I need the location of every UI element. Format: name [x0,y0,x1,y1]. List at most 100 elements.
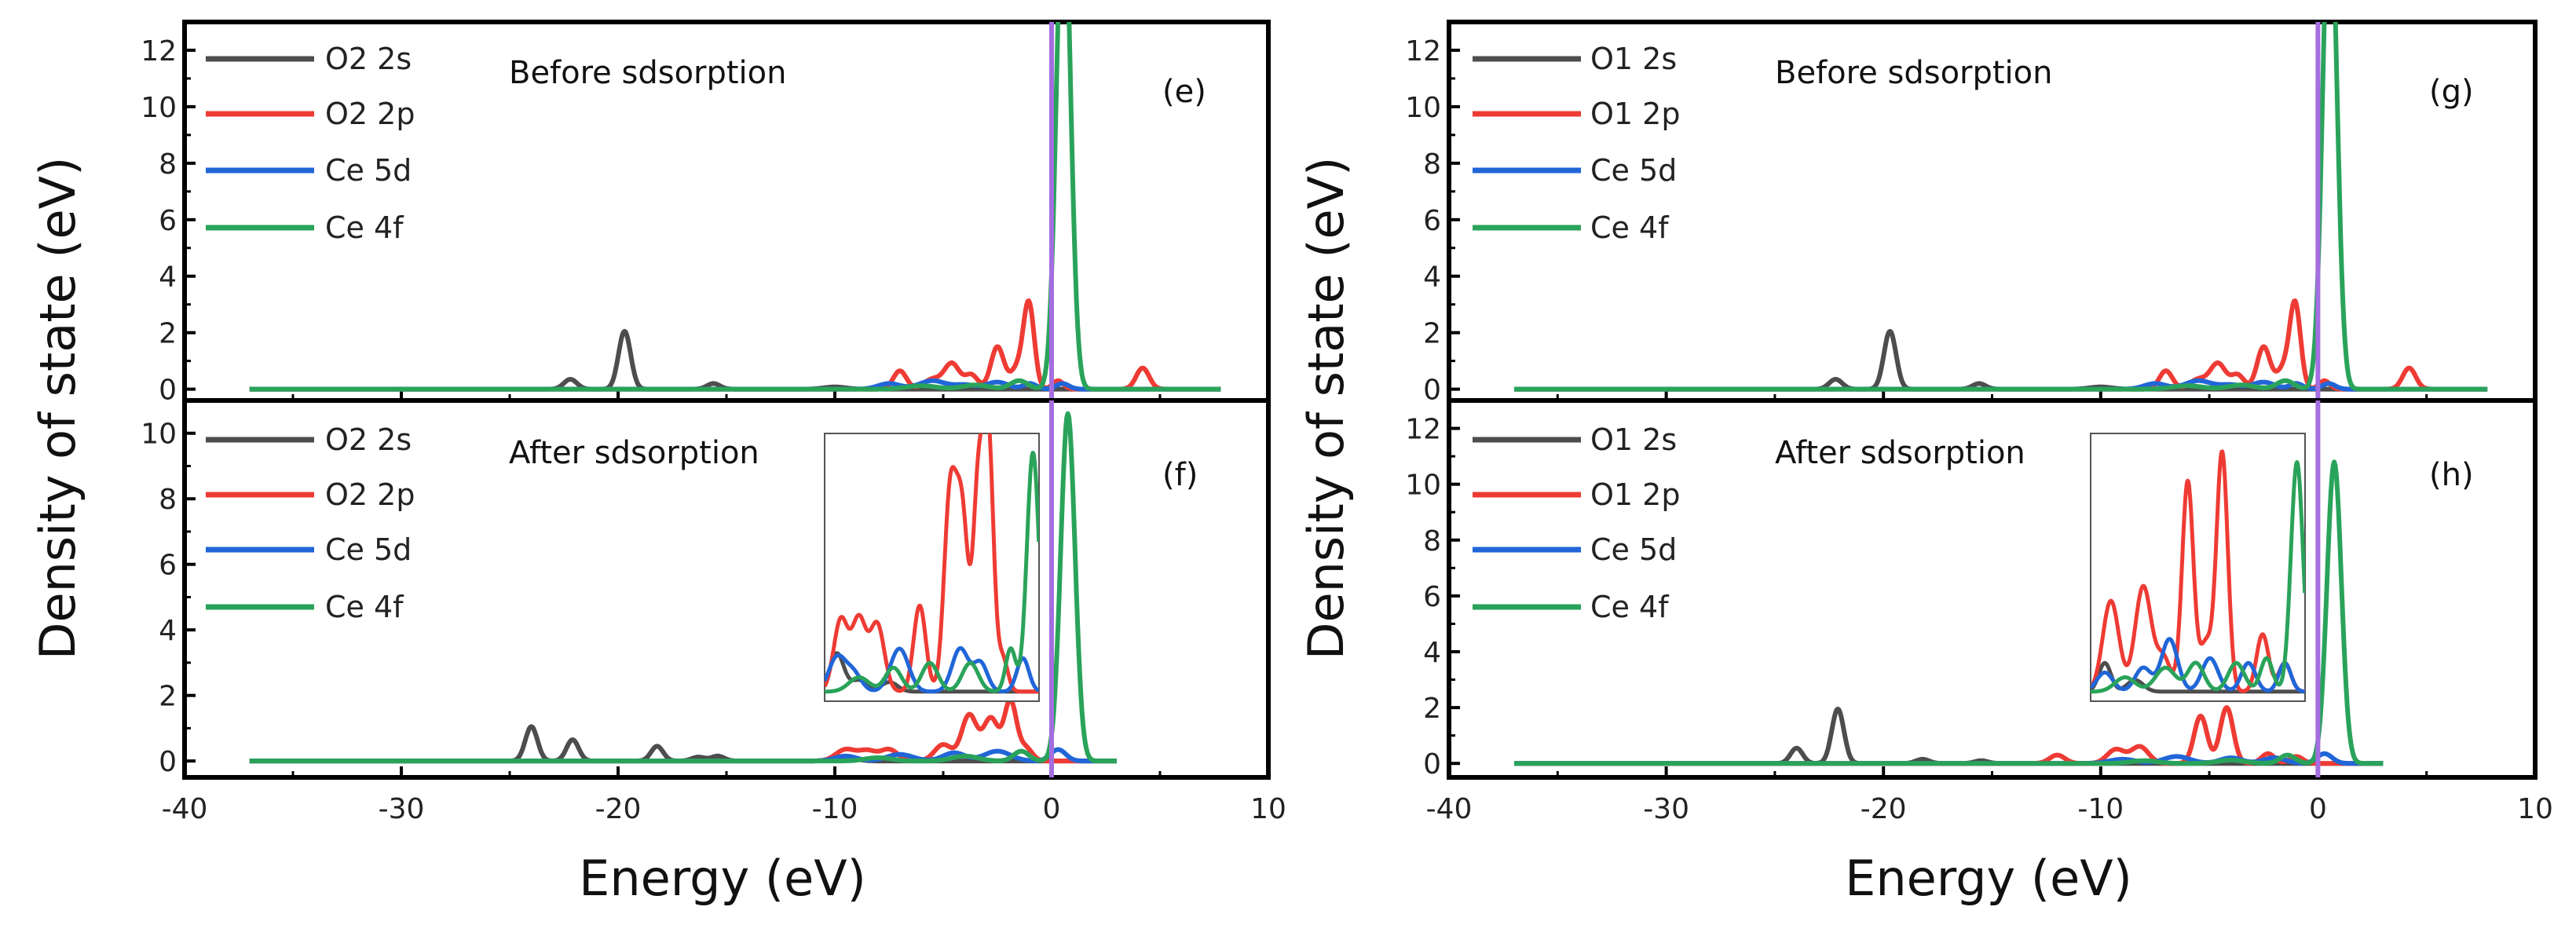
panel-e-title: Before sdsorption [509,55,787,91]
ytick-label-2: 2 [159,681,177,713]
panel-f-inset-curves [825,433,1039,694]
ytick-label-10: 10 [1405,470,1441,502]
panel-e: 0 2 4 6 8 10 12 O2 2s O2 2p Ce 5d Ce 4f Before… [141,20,1271,407]
xtick-label-10: 10 [1250,793,1286,825]
panel-f-curves [248,400,1118,777]
legend-label-ce-4f: Ce 4f [325,210,404,245]
panel-h-xticks: -40 -30 -20 -10 0 10 [1426,766,2553,825]
legend-label-o2-2s: O2 2s [325,422,412,457]
legend-label-ce-5d: Ce 5d [325,153,412,188]
inset-series-ce-4f [825,451,1039,694]
ytick-label-2: 2 [1423,693,1441,725]
ytick-label-6: 6 [159,205,177,237]
panel-e-curves [248,22,1222,400]
ytick-label-10: 10 [1405,92,1441,124]
xtick-label--30: -30 [379,793,425,825]
panel-h: 0 2 4 6 8 10 12 -40 -30 -20 -10 0 10 O1 2s O1 2p Ce… [1405,398,2553,825]
legend-label-o1-2s: O1 2s [1590,42,1677,76]
panel-h-yticks: 0 2 4 6 8 10 12 [1405,414,1460,781]
series-ce-4f [1513,22,2489,392]
ytick-label-4: 4 [159,261,177,294]
series-o1-2s [1513,706,2384,766]
ytick-label-10: 10 [141,419,177,451]
legend-label-o2-2s: O2 2s [325,42,412,76]
xtick-label-0: 0 [2309,793,2327,825]
ytick-label-2: 2 [1423,318,1441,350]
panel-f-xticks: -40 -30 -20 -10 0 10 [162,766,1286,825]
ytick-label-0: 0 [1423,375,1441,407]
right-ylabel: Density of state (eV) [1297,157,1355,660]
panel-h-inset [2090,433,2306,702]
ytick-label-4: 4 [1423,261,1441,294]
panel-f-legend: O2 2s O2 2p Ce 5d Ce 4f [206,422,415,624]
panel-g: 0 2 4 6 8 10 12 O1 2s O1 2p Ce 5d Ce 4f Before… [1405,20,2538,407]
ytick-label-0: 0 [159,746,177,778]
ytick-label-8: 8 [1423,148,1441,181]
legend-label-ce-5d: Ce 5d [325,532,412,567]
series-ce-4f [248,22,1222,392]
right-xlabel: Energy (eV) [1845,850,2132,907]
panel-e-legend: O2 2s O2 2p Ce 5d Ce 4f [206,42,415,245]
panel-g-label: (g) [2429,74,2474,110]
xtick-label--20: -20 [595,793,642,825]
inset-series-o2-2p [825,433,1039,694]
legend-label-o2-2p: O2 2p [325,97,415,131]
inset-series-ce-4f [2091,460,2305,694]
panel-g-legend: O1 2s O1 2p Ce 5d Ce 4f [1473,42,1680,245]
series-o2-2s [248,328,1222,392]
panel-f-title: After sdsorption [509,435,759,471]
ytick-label-0: 0 [159,375,177,407]
panel-f-label: (f) [1162,457,1198,493]
legend-label-o1-2p: O1 2p [1590,97,1680,131]
legend-label-ce-5d: Ce 5d [1590,153,1677,188]
panel-g-curves [1513,22,2489,400]
legend-label-ce-4f: Ce 4f [1590,210,1670,245]
legend-label-o1-2p: O1 2p [1590,477,1680,512]
ytick-label-2: 2 [159,318,177,350]
xtick-label-10: 10 [2517,793,2553,825]
ytick-label-12: 12 [1405,414,1441,446]
ytick-label-6: 6 [159,550,177,582]
ytick-label-6: 6 [1423,581,1441,613]
ytick-label-6: 6 [1423,205,1441,237]
series-ce-4f [248,411,1118,764]
ytick-label-8: 8 [159,148,177,181]
ytick-label-10: 10 [141,92,177,124]
ytick-label-12: 12 [141,35,177,68]
legend-label-ce-5d: Ce 5d [1590,532,1677,567]
xtick-label-0: 0 [1043,793,1061,825]
legend-label-o1-2s: O1 2s [1590,422,1677,457]
panel-f-inset [824,433,1040,702]
panel-f-yticks: 0 2 4 6 8 10 [141,419,196,778]
legend-label-ce-4f: Ce 4f [1590,590,1670,624]
ytick-label-0: 0 [1423,748,1441,781]
panel-g-title: Before sdsorption [1775,55,2053,91]
xtick-label--30: -30 [1643,793,1689,825]
panel-e-label: (e) [1162,74,1206,110]
xtick-label--10: -10 [2077,793,2124,825]
xtick-label--40: -40 [162,793,208,825]
series-o1-2s [1513,328,2489,392]
panel-h-legend: O1 2s O1 2p Ce 5d Ce 4f [1473,422,1680,624]
left-ylabel: Density of state (eV) [29,157,86,660]
ytick-label-4: 4 [159,615,177,647]
xtick-label--40: -40 [1426,793,1473,825]
panel-h-label: (h) [2429,457,2474,493]
left-xlabel: Energy (eV) [579,850,866,907]
inset-series-ce-5d [2091,637,2305,694]
series-o1-2p [1513,705,2384,766]
xtick-label--20: -20 [1861,793,1907,825]
panel-h-curves [1513,400,2384,777]
xtick-label--10: -10 [812,793,858,825]
legend-label-o2-2p: O2 2p [325,477,415,512]
panel-h-title: After sdsorption [1775,435,2025,471]
ytick-label-12: 12 [1405,35,1441,68]
panel-f: 0 2 4 6 8 10 -40 -30 -20 -10 0 10 O2 2s O2 2p Ce 5… [141,398,1286,825]
ytick-label-8: 8 [1423,525,1441,558]
panel-h-inset-curves [2091,449,2305,694]
legend-label-ce-4f: Ce 4f [325,590,404,624]
ytick-label-4: 4 [1423,637,1441,669]
panel-g-yticks: 0 2 4 6 8 10 12 [1405,35,2537,407]
panel-e-yticks: 0 2 4 6 8 10 12 [141,35,1270,407]
